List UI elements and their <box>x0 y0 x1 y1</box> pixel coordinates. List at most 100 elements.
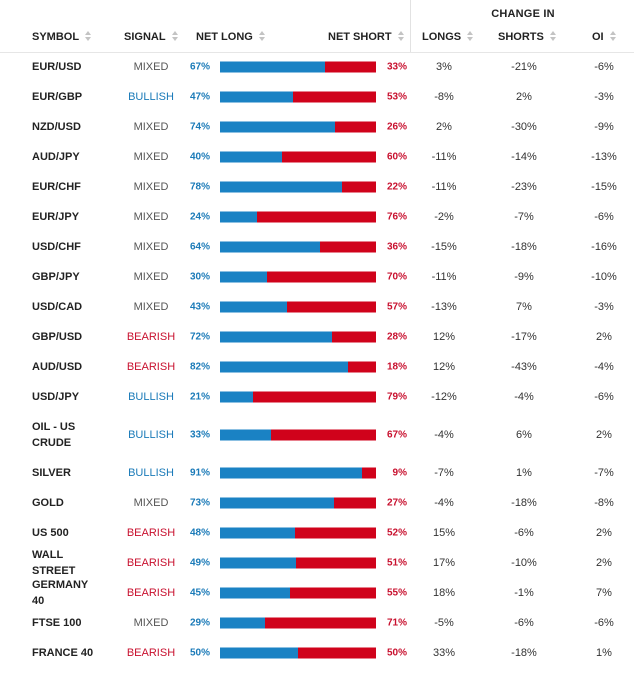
table-row[interactable]: USD/JPY BULLISH 21% 79% -12% -4% -6% <box>0 382 634 412</box>
sentiment-bar <box>220 617 376 629</box>
longs-change-cell: -12% <box>431 391 457 403</box>
signal-cell: MIXED <box>133 121 169 133</box>
symbol-cell[interactable]: EUR/USD <box>32 61 82 73</box>
sort-icon[interactable] <box>171 31 178 41</box>
symbol-cell[interactable]: USD/CAD <box>32 301 83 313</box>
sort-icon[interactable] <box>397 31 404 41</box>
net-short-header[interactable]: NET SHORT <box>328 30 404 43</box>
longs-header[interactable]: LONGS <box>422 30 474 43</box>
shorts-change-cell: -14% <box>511 151 537 163</box>
table-row[interactable]: NZD/USD MIXED 74% 26% 2% -30% -9% <box>0 112 634 142</box>
net-long-cell: 78% <box>189 181 210 193</box>
symbol-cell[interactable]: SILVER <box>32 467 71 479</box>
signal-cell: BEARISH <box>126 331 176 343</box>
oi-change-cell: -6% <box>594 211 614 223</box>
symbol-cell[interactable]: GERMANY 40 <box>32 579 89 607</box>
signal-header[interactable]: SIGNAL <box>124 30 178 43</box>
table-row[interactable]: USD/CAD MIXED 43% 57% -13% 7% -3% <box>0 292 634 322</box>
symbol-cell[interactable]: US 500 <box>32 527 69 539</box>
longs-change-cell: 15% <box>432 527 456 539</box>
table-row[interactable]: GOLD MIXED 73% 27% -4% -18% -8% <box>0 488 634 518</box>
symbol-cell[interactable]: FTSE 100 <box>32 617 82 629</box>
sort-icon[interactable] <box>609 31 616 41</box>
table-row[interactable]: US 500 BEARISH 48% 52% 15% -6% 2% <box>0 518 634 548</box>
sort-icon[interactable] <box>258 31 265 41</box>
table-row[interactable]: OIL - US CRUDE BULLISH 33% 67% -4% 6% 2% <box>0 412 634 458</box>
table-row[interactable]: GBP/USD BEARISH 72% 28% 12% -17% 2% <box>0 322 634 352</box>
table-row[interactable]: GBP/JPY MIXED 30% 70% -11% -9% -10% <box>0 262 634 292</box>
table-row[interactable]: EUR/CHF MIXED 78% 22% -11% -23% -15% <box>0 172 634 202</box>
table-row[interactable]: SILVER BULLISH 91% 9% -7% 1% -7% <box>0 458 634 488</box>
longs-change-cell: -5% <box>434 617 454 629</box>
signal-cell: MIXED <box>133 301 169 313</box>
table-row[interactable]: AUD/JPY MIXED 40% 60% -11% -14% -13% <box>0 142 634 172</box>
shorts-change-cell: -10% <box>511 557 537 569</box>
symbol-header[interactable]: SYMBOL <box>32 30 92 43</box>
longs-change-cell: 12% <box>432 361 456 373</box>
sentiment-bar <box>220 61 376 73</box>
signal-cell: BULLISH <box>128 467 174 479</box>
shorts-change-cell: -6% <box>514 617 534 629</box>
sentiment-bar <box>220 647 376 659</box>
net-short-cell: 76% <box>386 211 407 223</box>
sort-icon[interactable] <box>85 31 92 41</box>
sentiment-bar <box>220 527 376 539</box>
net-long-fill <box>220 391 253 403</box>
net-long-cell: 43% <box>189 301 210 313</box>
net-short-cell: 36% <box>386 241 407 253</box>
net-long-fill <box>220 241 320 253</box>
symbol-cell[interactable]: OIL - US CRUDE <box>32 421 76 449</box>
net-short-cell: 28% <box>386 331 407 343</box>
net-long-fill <box>220 527 295 539</box>
table-row[interactable]: WALL STREET BEARISH 49% 51% 17% -10% 2% <box>0 548 634 578</box>
symbol-cell[interactable]: NZD/USD <box>32 121 81 133</box>
oi-change-cell: -4% <box>594 361 614 373</box>
symbol-cell[interactable]: WALL STREET <box>32 549 76 577</box>
longs-change-cell: -2% <box>434 211 454 223</box>
sentiment-bar <box>220 497 376 509</box>
table-row[interactable]: FTSE 100 MIXED 29% 71% -5% -6% -6% <box>0 608 634 638</box>
net-long-cell: 91% <box>189 467 210 479</box>
table-row[interactable]: EUR/JPY MIXED 24% 76% -2% -7% -6% <box>0 202 634 232</box>
shorts-change-cell: 2% <box>516 91 532 103</box>
symbol-cell[interactable]: EUR/GBP <box>32 91 83 103</box>
table-row[interactable]: AUD/USD BEARISH 82% 18% 12% -43% -4% <box>0 352 634 382</box>
oi-header[interactable]: OI <box>592 30 616 43</box>
symbol-cell[interactable]: GBP/JPY <box>32 271 80 283</box>
signal-cell: BULLISH <box>128 91 174 103</box>
net-short-header-label: NET SHORT <box>328 31 392 43</box>
symbol-cell[interactable]: FRANCE 40 <box>32 647 94 659</box>
oi-change-cell: -15% <box>591 181 617 193</box>
oi-change-cell: -8% <box>594 497 614 509</box>
longs-change-cell: -13% <box>431 301 457 313</box>
shorts-header[interactable]: SHORTS <box>498 30 556 43</box>
symbol-cell[interactable]: GOLD <box>32 497 64 509</box>
sentiment-bar <box>220 391 376 403</box>
sort-icon[interactable] <box>549 31 556 41</box>
symbol-cell[interactable]: EUR/CHF <box>32 181 81 193</box>
net-long-header[interactable]: NET LONG <box>196 30 265 43</box>
sentiment-bar <box>220 241 376 253</box>
table-row[interactable]: EUR/USD MIXED 67% 33% 3% -21% -6% <box>0 52 634 82</box>
net-long-cell: 49% <box>189 557 210 569</box>
net-short-cell: 33% <box>386 61 407 73</box>
symbol-header-label: SYMBOL <box>32 31 80 43</box>
shorts-header-label: SHORTS <box>498 31 544 43</box>
signal-cell: MIXED <box>133 181 169 193</box>
sentiment-bar <box>220 121 376 133</box>
symbol-cell[interactable]: USD/CHF <box>32 241 81 253</box>
symbol-cell[interactable]: GBP/USD <box>32 331 83 343</box>
table-row[interactable]: USD/CHF MIXED 64% 36% -15% -18% -16% <box>0 232 634 262</box>
net-long-cell: 40% <box>189 151 210 163</box>
sort-icon[interactable] <box>467 31 474 41</box>
symbol-cell[interactable]: EUR/JPY <box>32 211 80 223</box>
table-row[interactable]: FRANCE 40 BEARISH 50% 50% 33% -18% 1% <box>0 638 634 668</box>
net-short-cell: 51% <box>386 557 407 569</box>
symbol-cell[interactable]: USD/JPY <box>32 391 80 403</box>
table-row[interactable]: EUR/GBP BULLISH 47% 53% -8% 2% -3% <box>0 82 634 112</box>
longs-change-cell: -8% <box>434 91 454 103</box>
table-row[interactable]: GERMANY 40 BEARISH 45% 55% 18% -1% 7% <box>0 578 634 608</box>
symbol-cell[interactable]: AUD/USD <box>32 361 83 373</box>
longs-change-cell: 12% <box>432 331 456 343</box>
symbol-cell[interactable]: AUD/JPY <box>32 151 80 163</box>
